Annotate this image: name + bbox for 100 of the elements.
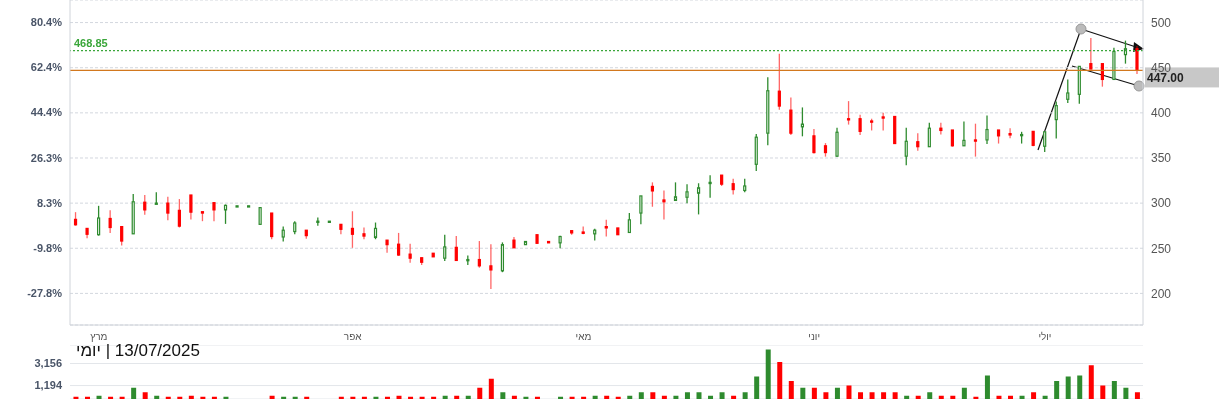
bar bbox=[984, 375, 990, 399]
bar bbox=[292, 396, 298, 399]
candlestick bbox=[270, 212, 274, 240]
candlestick bbox=[927, 122, 931, 148]
bar bbox=[142, 392, 148, 399]
y2-tick-label: 80.4% bbox=[30, 16, 63, 29]
bar bbox=[823, 392, 829, 399]
bar bbox=[881, 392, 887, 399]
bar bbox=[754, 376, 760, 399]
x-tick-label: אפר bbox=[343, 331, 363, 343]
bar bbox=[223, 396, 229, 399]
y-tick-label: 350 bbox=[1151, 151, 1172, 166]
bar bbox=[119, 396, 125, 399]
candlestick bbox=[985, 114, 989, 145]
ref-line-label: 468.85 bbox=[74, 36, 108, 49]
y-tick-label: 200 bbox=[1151, 286, 1172, 301]
candlestick bbox=[1008, 127, 1012, 139]
bar bbox=[1088, 365, 1094, 399]
y2-tick-label: 44.4% bbox=[30, 106, 63, 119]
bar bbox=[338, 396, 344, 399]
candlestick bbox=[223, 203, 228, 225]
bar bbox=[638, 392, 644, 399]
bar bbox=[650, 392, 656, 399]
bar bbox=[742, 392, 748, 399]
y-tick-label: 3,156 bbox=[34, 357, 62, 370]
y2-tick-label: -27.8% bbox=[27, 287, 63, 300]
bar bbox=[200, 396, 206, 399]
bar bbox=[558, 396, 564, 399]
candlestick bbox=[904, 127, 908, 166]
y-tick-label: 250 bbox=[1151, 241, 1172, 256]
bar bbox=[777, 361, 783, 399]
candlestick bbox=[696, 182, 701, 216]
bar bbox=[384, 396, 390, 399]
bar bbox=[165, 396, 171, 399]
bar bbox=[1123, 387, 1129, 399]
bar bbox=[684, 392, 690, 399]
candlestick bbox=[939, 122, 943, 136]
x-tick-label: מאי bbox=[575, 331, 592, 343]
bar bbox=[1100, 385, 1106, 399]
candlestick bbox=[685, 183, 689, 204]
bar bbox=[765, 349, 771, 399]
bar bbox=[869, 392, 875, 399]
y-tick-label: 300 bbox=[1151, 196, 1172, 211]
candlestick bbox=[1123, 39, 1128, 65]
bar bbox=[85, 396, 90, 399]
y-tick-label: 500 bbox=[1151, 15, 1172, 30]
bar bbox=[1031, 392, 1037, 399]
annotation: 13/07/2025 | יומי bbox=[76, 341, 200, 361]
candlestick bbox=[1043, 131, 1047, 153]
candlestick bbox=[800, 106, 805, 137]
bar bbox=[811, 387, 817, 399]
bar bbox=[961, 387, 967, 399]
bar bbox=[350, 396, 356, 399]
bar bbox=[696, 392, 702, 399]
candlestick bbox=[627, 212, 631, 234]
bar bbox=[892, 392, 898, 399]
candlestick bbox=[962, 120, 966, 147]
candlestick bbox=[385, 239, 389, 254]
candlestick bbox=[1066, 78, 1070, 104]
bar bbox=[927, 392, 933, 399]
y2-tick-label: 8.3% bbox=[36, 196, 63, 209]
bar bbox=[800, 387, 806, 399]
candlestick bbox=[639, 195, 643, 225]
bar bbox=[281, 396, 287, 399]
bar bbox=[211, 396, 217, 399]
bar bbox=[1065, 376, 1071, 399]
candlestick bbox=[443, 234, 447, 262]
candlestick bbox=[673, 181, 678, 202]
candlestick bbox=[97, 205, 101, 237]
bar bbox=[177, 396, 183, 399]
x-tick-label: מרץ bbox=[90, 331, 108, 343]
bar bbox=[615, 396, 621, 399]
bar bbox=[788, 381, 794, 399]
bar bbox=[304, 396, 310, 399]
x-tick-label: יוני bbox=[808, 331, 821, 343]
bar bbox=[973, 396, 979, 399]
bar bbox=[846, 385, 852, 399]
bar bbox=[131, 387, 137, 399]
bar bbox=[569, 396, 575, 399]
y2-tick-label: -9.8% bbox=[33, 242, 63, 255]
y2-tick-label: 62.4% bbox=[30, 61, 63, 74]
y-tick-label: 400 bbox=[1151, 106, 1172, 121]
bar bbox=[361, 396, 367, 399]
bar bbox=[1077, 375, 1083, 399]
bar bbox=[373, 396, 379, 399]
x-tick-label: יולי bbox=[1038, 331, 1052, 343]
bar bbox=[534, 396, 540, 399]
candlestick bbox=[1054, 100, 1058, 140]
bar bbox=[581, 396, 587, 399]
bar bbox=[1111, 381, 1117, 399]
bar bbox=[419, 396, 425, 399]
bar bbox=[834, 387, 840, 399]
bar bbox=[431, 396, 437, 399]
bar bbox=[1054, 381, 1060, 399]
candlestick bbox=[362, 226, 366, 240]
bar bbox=[719, 392, 725, 399]
bar bbox=[408, 396, 414, 399]
candlestick bbox=[835, 127, 839, 158]
candlestick bbox=[708, 174, 712, 199]
bar bbox=[73, 396, 79, 399]
